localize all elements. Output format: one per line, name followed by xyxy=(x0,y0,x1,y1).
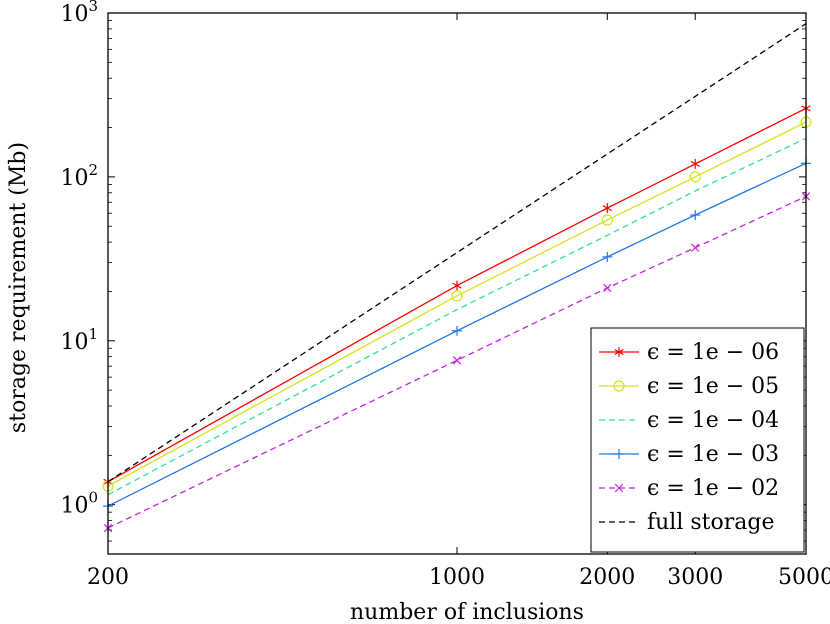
cross-stroke xyxy=(614,483,624,493)
circle-marker xyxy=(451,290,463,302)
y-tick-label: 101 xyxy=(60,325,98,355)
plus-marker xyxy=(614,449,624,459)
x-tick-label: 200 xyxy=(87,565,129,590)
legend-label: ϵ = 1e − 02 xyxy=(647,476,779,501)
y-tick-label: 100 xyxy=(60,489,98,519)
cross-stroke xyxy=(691,243,700,252)
legend-box xyxy=(590,327,805,553)
plus-marker xyxy=(452,325,462,336)
series-line xyxy=(107,121,807,487)
asterisk-marker xyxy=(452,280,462,291)
x-axis-label: number of inclusions xyxy=(350,600,584,624)
asterisk-stroke xyxy=(452,282,462,289)
x-tick-label: 3000 xyxy=(667,565,723,590)
series-layer xyxy=(102,23,812,533)
cross-marker xyxy=(452,356,462,365)
legend-item: ϵ = 1e − 06 xyxy=(599,340,779,365)
series-2 xyxy=(107,137,807,496)
tick-labels-layer: 100 101 102 103 200 1000 2000 3000 5000 xyxy=(60,0,830,590)
series-1 xyxy=(102,116,812,492)
y-tick-label: 103 xyxy=(60,0,98,27)
x-tick-label: 5000 xyxy=(778,565,830,590)
circle-marker xyxy=(613,380,625,392)
x-tick-label: 2000 xyxy=(579,565,635,590)
y-tick-label: 102 xyxy=(60,161,98,191)
asterisk-marker xyxy=(690,158,700,169)
y-axis-label: storage requirement (Mb) xyxy=(6,142,31,433)
series-4 xyxy=(103,192,811,533)
asterisk-stroke xyxy=(690,160,700,167)
legend-label: ϵ = 1e − 06 xyxy=(647,340,779,365)
legend-label: full storage xyxy=(647,510,775,535)
cross-marker xyxy=(603,283,612,293)
plus-marker xyxy=(690,210,701,221)
cross-stroke xyxy=(603,283,612,293)
legend-item: full storage xyxy=(599,510,775,535)
asterisk-stroke xyxy=(614,348,624,356)
legend-item: ϵ = 1e − 04 xyxy=(599,408,779,433)
circle-marker xyxy=(689,171,701,183)
cross-stroke xyxy=(452,356,462,365)
series-line xyxy=(107,137,807,496)
plus-marker xyxy=(602,251,613,262)
circle-marker xyxy=(601,214,613,226)
legend-label: ϵ = 1e − 03 xyxy=(647,442,779,467)
legend-item: ϵ = 1e − 05 xyxy=(599,374,779,399)
legend-item: ϵ = 1e − 02 xyxy=(599,476,779,501)
legend: ϵ = 1e − 06 ϵ = 1e − 05 ϵ = 1e − 04 ϵ = 1e … xyxy=(590,327,805,553)
asterisk-stroke xyxy=(602,205,612,212)
cross-marker xyxy=(691,243,700,252)
legend-item: ϵ = 1e − 03 xyxy=(599,442,779,467)
asterisk-marker xyxy=(614,347,624,357)
x-tick-label: 1000 xyxy=(429,565,485,590)
plot-area-frame xyxy=(107,12,807,555)
legend-label: ϵ = 1e − 05 xyxy=(647,374,779,399)
asterisk-marker xyxy=(602,203,612,214)
legend-label: ϵ = 1e − 04 xyxy=(647,408,779,433)
series-0 xyxy=(103,103,811,487)
cross-marker xyxy=(614,483,624,493)
